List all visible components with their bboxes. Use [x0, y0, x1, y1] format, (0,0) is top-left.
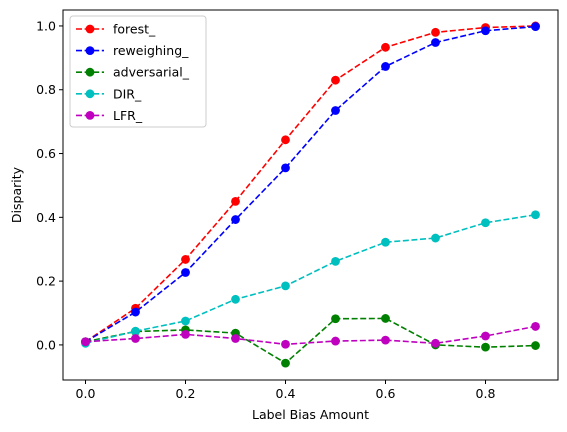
data-point	[131, 307, 140, 317]
data-point	[481, 218, 490, 228]
legend-label: DIR_	[113, 86, 142, 101]
data-point	[131, 334, 140, 343]
data-point	[331, 106, 340, 115]
series-line	[85, 25, 536, 343]
x-tick-label: 0.8	[476, 386, 496, 401]
data-point	[381, 42, 390, 52]
legend-marker	[85, 111, 95, 120]
y-tick-label: 0.6	[36, 146, 56, 161]
x-tick-label: 0.0	[76, 386, 96, 401]
legend-entry: DIR_	[76, 86, 142, 101]
legend: forest_ reweighing_ adversarial_ DIR_ LFR_	[69, 15, 207, 128]
y-tick-label: 0.0	[36, 337, 56, 352]
legend-marker	[85, 89, 95, 99]
legend-entry: reweighing_	[76, 43, 189, 58]
data-point	[281, 281, 290, 291]
data-point	[181, 255, 190, 264]
data-point	[531, 210, 540, 220]
legend-entry: adversarial_	[76, 65, 190, 80]
legend-label: forest_	[113, 22, 156, 37]
y-tick-label: 0.8	[36, 82, 56, 97]
legend-label: reweighing_	[113, 43, 189, 58]
data-point	[281, 339, 290, 349]
legend-label: adversarial_	[113, 65, 190, 80]
series-line	[85, 25, 536, 343]
y-tick-label: 0.2	[36, 274, 56, 289]
data-point	[231, 294, 240, 304]
series-line	[85, 213, 536, 345]
data-point	[431, 27, 440, 37]
data-point	[531, 341, 540, 350]
data-point	[481, 331, 490, 341]
data-point	[181, 268, 190, 277]
legend-marker	[85, 67, 95, 77]
data-point	[381, 62, 390, 71]
data-point	[431, 38, 440, 47]
data-point	[331, 314, 340, 324]
series-lfr	[81, 322, 540, 349]
x-axis-ticks: 0.0 0.2 0.4 0.6 0.8	[76, 380, 496, 401]
data-point	[231, 196, 240, 206]
x-tick-label: 0.4	[276, 386, 296, 401]
data-point	[481, 26, 490, 36]
series-line	[85, 317, 536, 365]
data-point	[281, 135, 290, 145]
x-tick-label: 0.6	[376, 386, 396, 401]
plot-frame	[62, 9, 559, 381]
data-point	[381, 335, 390, 345]
y-tick-label: 1.0	[36, 18, 56, 33]
series-layer	[81, 21, 540, 368]
legend-box	[69, 15, 207, 128]
y-axis-title: Disparity	[9, 166, 24, 223]
data-point	[481, 342, 490, 352]
data-point	[281, 163, 290, 173]
data-point	[281, 358, 290, 368]
data-point	[331, 256, 340, 266]
y-axis-ticks: 0.0 0.2 0.4 0.6 0.8 1.0	[36, 18, 63, 352]
legend-entry: forest_	[76, 22, 156, 37]
data-point	[331, 336, 340, 346]
legend-marker	[85, 46, 95, 55]
data-point	[231, 334, 240, 343]
data-point	[381, 314, 390, 323]
data-point	[331, 75, 340, 85]
legend-marker	[85, 24, 95, 34]
x-axis-title: Label Bias Amount	[252, 407, 369, 422]
data-point	[181, 329, 190, 339]
data-point	[131, 326, 140, 336]
data-point	[181, 316, 190, 326]
data-point	[381, 237, 390, 247]
data-point	[231, 215, 240, 224]
data-point	[431, 233, 440, 243]
data-point	[81, 337, 90, 347]
data-point	[431, 338, 440, 348]
y-tick-label: 0.4	[36, 210, 56, 225]
x-tick-label: 0.2	[176, 386, 196, 401]
legend-entry: LFR_	[76, 108, 143, 123]
data-point	[531, 22, 540, 31]
data-point	[531, 322, 540, 331]
legend-label: LFR_	[113, 108, 143, 123]
series-line	[85, 325, 536, 346]
